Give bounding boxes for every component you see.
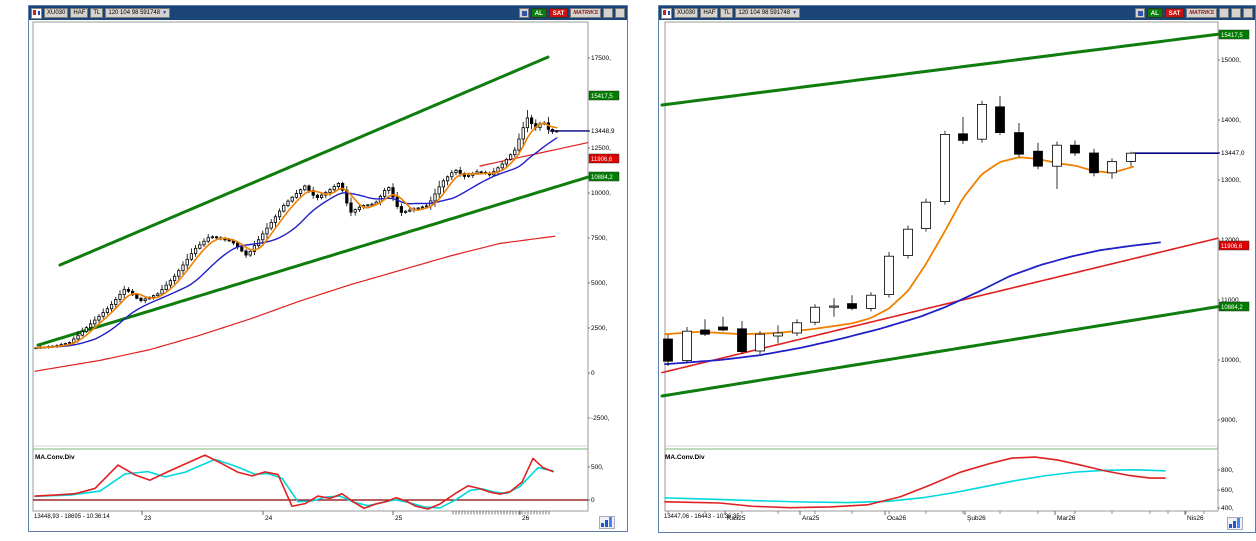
price-chart-canvas-left[interactable]: 17500, 12500, 10000, 7500, 5000, 2500, 0 -2500,…: [29, 6, 627, 531]
indicator-params-value: 120 104 98 591748: [108, 10, 161, 16]
brand-label: MATRIKS: [570, 8, 601, 18]
svg-text:17500,: 17500,: [591, 55, 611, 62]
svg-text:11000,: 11000,: [1221, 297, 1241, 304]
svg-text:12000,: 12000,: [1221, 237, 1241, 244]
svg-text:10000,: 10000,: [1221, 357, 1241, 364]
chart-toolbar: XU030 HAF TL 120 104 98 591748 ▼ AL SAT M…: [659, 6, 1255, 20]
svg-text:10884,2: 10884,2: [1221, 305, 1243, 311]
svg-text:15417,5: 15417,5: [591, 94, 613, 100]
svg-text:12500,: 12500,: [591, 145, 611, 152]
svg-text:Şub26: Şub26: [967, 515, 986, 522]
svg-text:0: 0: [591, 497, 595, 504]
svg-text:800,: 800,: [1221, 467, 1234, 474]
svg-text:7500,: 7500,: [591, 235, 607, 242]
svg-text:13447,0: 13447,0: [1221, 150, 1245, 157]
svg-text:Mar26: Mar26: [1057, 515, 1076, 522]
chart-window-left: 17500, 12500, 10000, 7500, 5000, 2500, 0 -2500,…: [28, 5, 628, 532]
indicator-params-field[interactable]: 120 104 98 591748 ▼: [735, 8, 801, 18]
svg-text:26: 26: [522, 515, 530, 522]
currency-field[interactable]: TL: [90, 8, 104, 18]
svg-text:15000,: 15000,: [1221, 57, 1241, 64]
svg-text:10000,: 10000,: [591, 190, 611, 197]
window-close-button[interactable]: [615, 8, 625, 18]
connection-status-icon: [1227, 517, 1243, 530]
ticker-field[interactable]: XU030: [674, 8, 699, 18]
currency-field[interactable]: TL: [720, 8, 734, 18]
sell-button[interactable]: SAT: [548, 8, 569, 18]
svg-text:9000,: 9000,: [1221, 417, 1237, 424]
status-bar: 13448,93 - 18695 - 10:36:14: [34, 514, 110, 520]
svg-text:14000,: 14000,: [1221, 117, 1241, 124]
svg-text:13448,9: 13448,9: [591, 128, 615, 135]
svg-text:2500,: 2500,: [591, 325, 607, 332]
svg-text:400,: 400,: [1221, 505, 1234, 512]
period-field[interactable]: HAF: [700, 8, 719, 18]
chart-window-right: 15000, 14000, 13000, 12000, 11000, 10000, 9000…: [658, 5, 1256, 533]
svg-text:13000,: 13000,: [1221, 177, 1241, 184]
buy-button[interactable]: AL: [530, 8, 547, 18]
app-icon: [661, 7, 672, 19]
svg-text:600,: 600,: [1221, 487, 1234, 494]
svg-text:25: 25: [395, 515, 403, 522]
connection-status-icon: [599, 516, 615, 529]
app-icon: [31, 7, 42, 19]
window-maximize-button[interactable]: [1231, 8, 1241, 18]
indicator-params-value: 120 104 98 591748: [738, 10, 791, 16]
svg-text:Ara25: Ara25: [802, 515, 820, 522]
ticker-field[interactable]: XU030: [44, 8, 69, 18]
svg-text:Nis26: Nis26: [1187, 515, 1204, 522]
svg-text:23: 23: [144, 515, 152, 522]
window-minimize-button[interactable]: [1219, 8, 1229, 18]
svg-text:500,: 500,: [591, 464, 604, 471]
chart-type-icon[interactable]: [518, 8, 529, 18]
svg-text:15417,5: 15417,5: [1221, 33, 1243, 39]
window-minimize-button[interactable]: [603, 8, 613, 18]
svg-text:-2500,: -2500,: [591, 415, 610, 422]
svg-text:Oca26: Oca26: [887, 515, 907, 522]
svg-text:10884,2: 10884,2: [591, 175, 613, 181]
indicator-label: MA.Conv.Div: [35, 454, 75, 461]
indicator-label: MA.Conv.Div: [665, 454, 705, 461]
period-field[interactable]: HAF: [70, 8, 89, 18]
chart-toolbar: XU030 HAF TL 120 104 98 591748 ▼ AL SAT M…: [29, 6, 627, 20]
svg-text:11906,6: 11906,6: [591, 157, 613, 163]
window-close-button[interactable]: [1243, 8, 1253, 18]
brand-label: MATRIKS: [1186, 8, 1217, 18]
svg-text:5000,: 5000,: [591, 280, 607, 287]
dropdown-arrow-icon[interactable]: ▼: [162, 10, 168, 16]
svg-text:0: 0: [591, 370, 595, 377]
sell-button[interactable]: SAT: [1164, 8, 1185, 18]
svg-text:24: 24: [265, 515, 273, 522]
buy-button[interactable]: AL: [1146, 8, 1163, 18]
chart-type-icon[interactable]: [1134, 8, 1145, 18]
status-bar: 13447,06 - 16443 - 10:36:35: [664, 514, 740, 520]
dropdown-arrow-icon[interactable]: ▼: [792, 10, 798, 16]
indicator-params-field[interactable]: 120 104 98 591748 ▼: [105, 8, 171, 18]
price-chart-canvas-right[interactable]: 15000, 14000, 13000, 12000, 11000, 10000, 9000…: [659, 6, 1255, 532]
svg-text:11906,6: 11906,6: [1221, 244, 1243, 250]
